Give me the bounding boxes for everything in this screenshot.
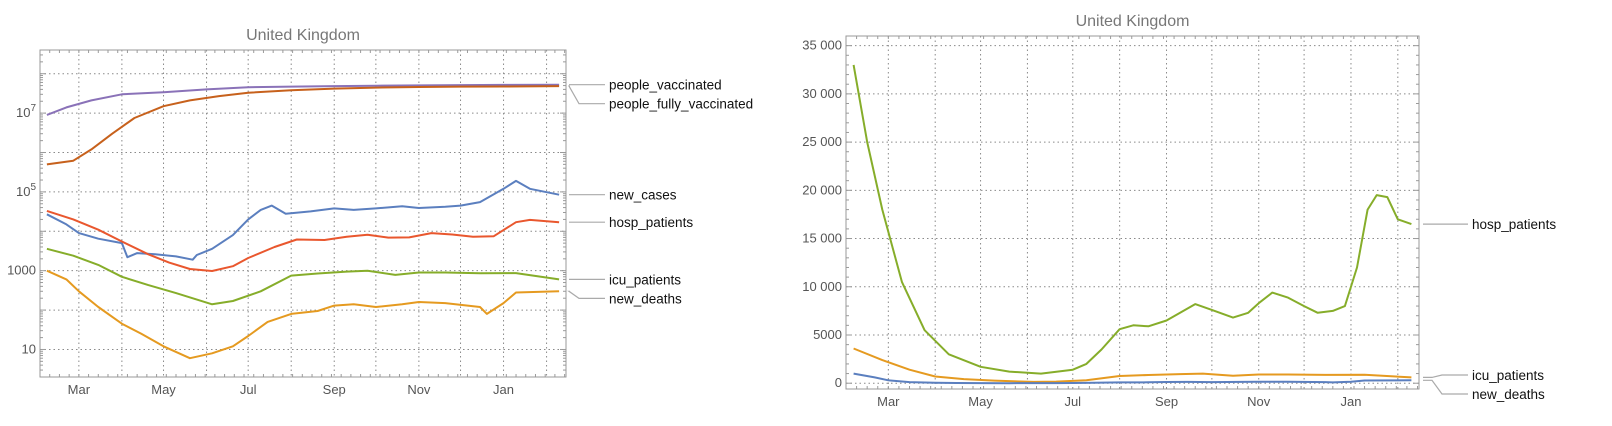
y-tick-label: 15 000 [802,231,842,246]
x-tick-label: Nov [407,382,431,397]
y-tick-label: 35 000 [802,38,842,53]
y-tick-label: 105 [16,182,36,199]
legend-label-people_vaccinated: people_vaccinated [609,78,722,93]
series-line-hosp_patients [46,209,560,272]
series-line-new_deaths [46,269,560,360]
legend-leader [1423,374,1468,378]
x-tick-label: Sep [323,382,346,397]
series-line-people_vaccinated [46,83,560,116]
x-tick-label: Nov [1247,394,1271,409]
x-tick-label: May [151,382,176,397]
series-line-hosp_patients [852,64,1412,375]
legend-label-people_fully_vaccinated: people_fully_vaccinated [609,97,753,112]
x-tick-label: Mar [877,394,900,409]
chart-panel-2: United Kingdom 0 5000 10 000 15 000 20 000 25 … [802,13,1556,409]
legend-label-new_deaths: new_deaths [1472,387,1545,402]
plot-frame [845,35,1420,390]
legend-leader [1423,379,1468,395]
x-tick-label: Sep [1155,394,1178,409]
legend-label-icu_patients: icu_patients [1472,368,1544,383]
legend-label-new_cases: new_cases [609,188,677,203]
series-line-people_fully_vaccinated [46,85,560,166]
series-line-new_deaths [853,372,1412,385]
x-tick-label: Jan [493,382,514,397]
x-tick-label: Mar [68,382,91,397]
legend-label-hosp_patients: hosp_patients [609,215,693,230]
legend-label-new_deaths: new_deaths [609,291,682,306]
y-tick-label: 1000 [7,263,36,278]
y-tick-label: 20 000 [802,182,842,197]
y-tick-label: 10 000 [802,279,842,294]
y-tick-label: 0 [835,375,842,390]
legend-label-icu_patients: icu_patients [609,272,681,287]
series-line-icu_patients [853,347,1412,383]
y-tick-label: 5000 [813,327,842,342]
legend-leader [567,85,605,105]
plot-frame [39,49,567,378]
chart-panel-1: United Kingdom 10 1000 105 107 Mar May Jul Sep No… [7,27,753,397]
x-tick-label: Jul [240,382,257,397]
y-tick-label: 30 000 [802,86,842,101]
x-tick-label: Jan [1340,394,1361,409]
chart-title: United Kingdom [246,27,360,44]
chart-title: United Kingdom [1076,13,1190,30]
y-tick-label: 25 000 [802,134,842,149]
y-tick-label: 107 [16,103,36,120]
series-line-icu_patients [46,247,560,306]
x-tick-label: May [968,394,993,409]
series-line-new_cases [46,179,560,261]
legend-leader [567,290,605,299]
legend-label-hosp_patients: hosp_patients [1472,217,1556,232]
y-tick-label: 10 [22,341,36,356]
x-tick-label: Jul [1064,394,1081,409]
